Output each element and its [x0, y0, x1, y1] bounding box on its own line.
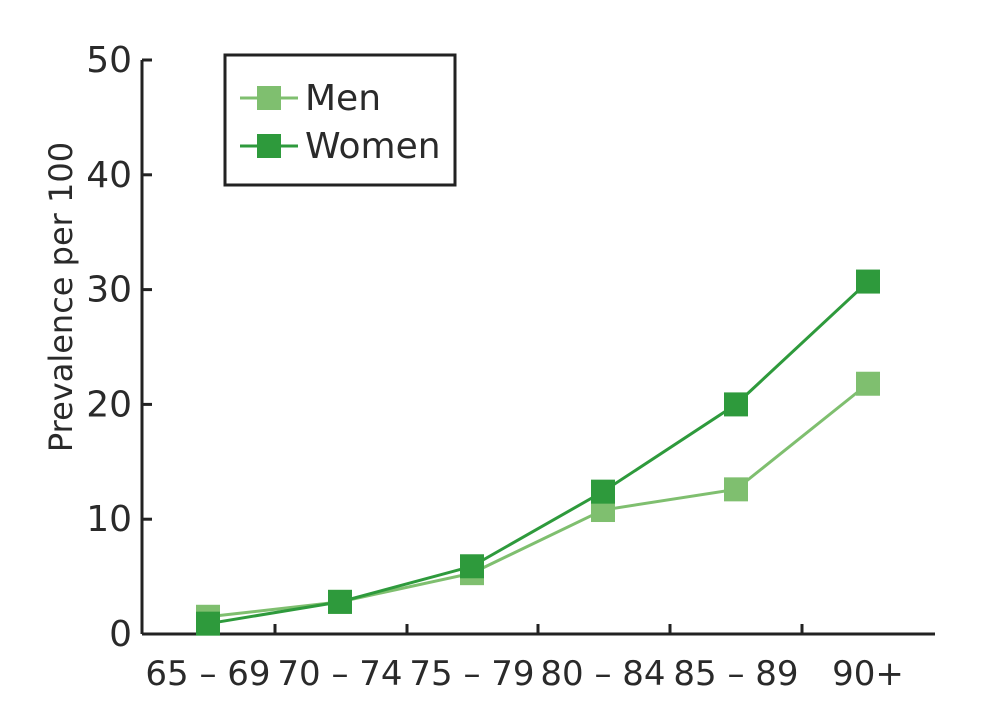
x-tick-label: 90+: [832, 654, 904, 694]
y-tick-label: 40: [86, 155, 132, 196]
y-axis: 0 10 20 30 40 50: [86, 40, 152, 655]
legend-item-men: Men: [240, 78, 381, 119]
legend-box: [223, 53, 457, 187]
legend-label: Men: [305, 78, 381, 119]
series-women: [196, 269, 880, 636]
legend: Men Women: [223, 53, 457, 187]
x-tick-label: 75 – 79: [409, 654, 534, 694]
y-tick-label: 20: [86, 384, 132, 425]
data-point-women: [460, 554, 484, 579]
series-line-women: [207, 280, 870, 626]
y-tick-label: 30: [86, 270, 132, 311]
legend-marker: [257, 86, 281, 110]
series-men: [196, 371, 880, 629]
legend-label: Women: [305, 126, 441, 167]
y-tick-label: 50: [86, 40, 132, 81]
legend-item-women: Women: [240, 126, 441, 167]
data-point-women: [856, 269, 880, 294]
y-axis-label: Prevalence per 100: [42, 142, 80, 452]
x-tick-label: 80 – 84: [540, 654, 665, 694]
x-axis: 65 – 69 70 – 74 75 – 79 80 – 84 85 – 89 90+: [142, 624, 935, 694]
data-point-women: [724, 392, 748, 417]
series-layer: [196, 269, 880, 636]
series-line-men: [207, 382, 869, 619]
x-tick-label: 70 – 74: [277, 654, 402, 694]
data-point-men: [856, 371, 880, 396]
legend-marker: [257, 134, 281, 158]
y-tick-label: 0: [109, 614, 132, 655]
data-point-women: [328, 589, 352, 614]
y-tick-label: 10: [86, 499, 132, 540]
x-tick-label: 85 – 89: [673, 654, 798, 694]
data-point-men: [724, 477, 748, 502]
x-tick-label: 65 – 69: [145, 654, 270, 694]
data-point-women: [196, 611, 220, 636]
data-point-women: [591, 479, 615, 504]
